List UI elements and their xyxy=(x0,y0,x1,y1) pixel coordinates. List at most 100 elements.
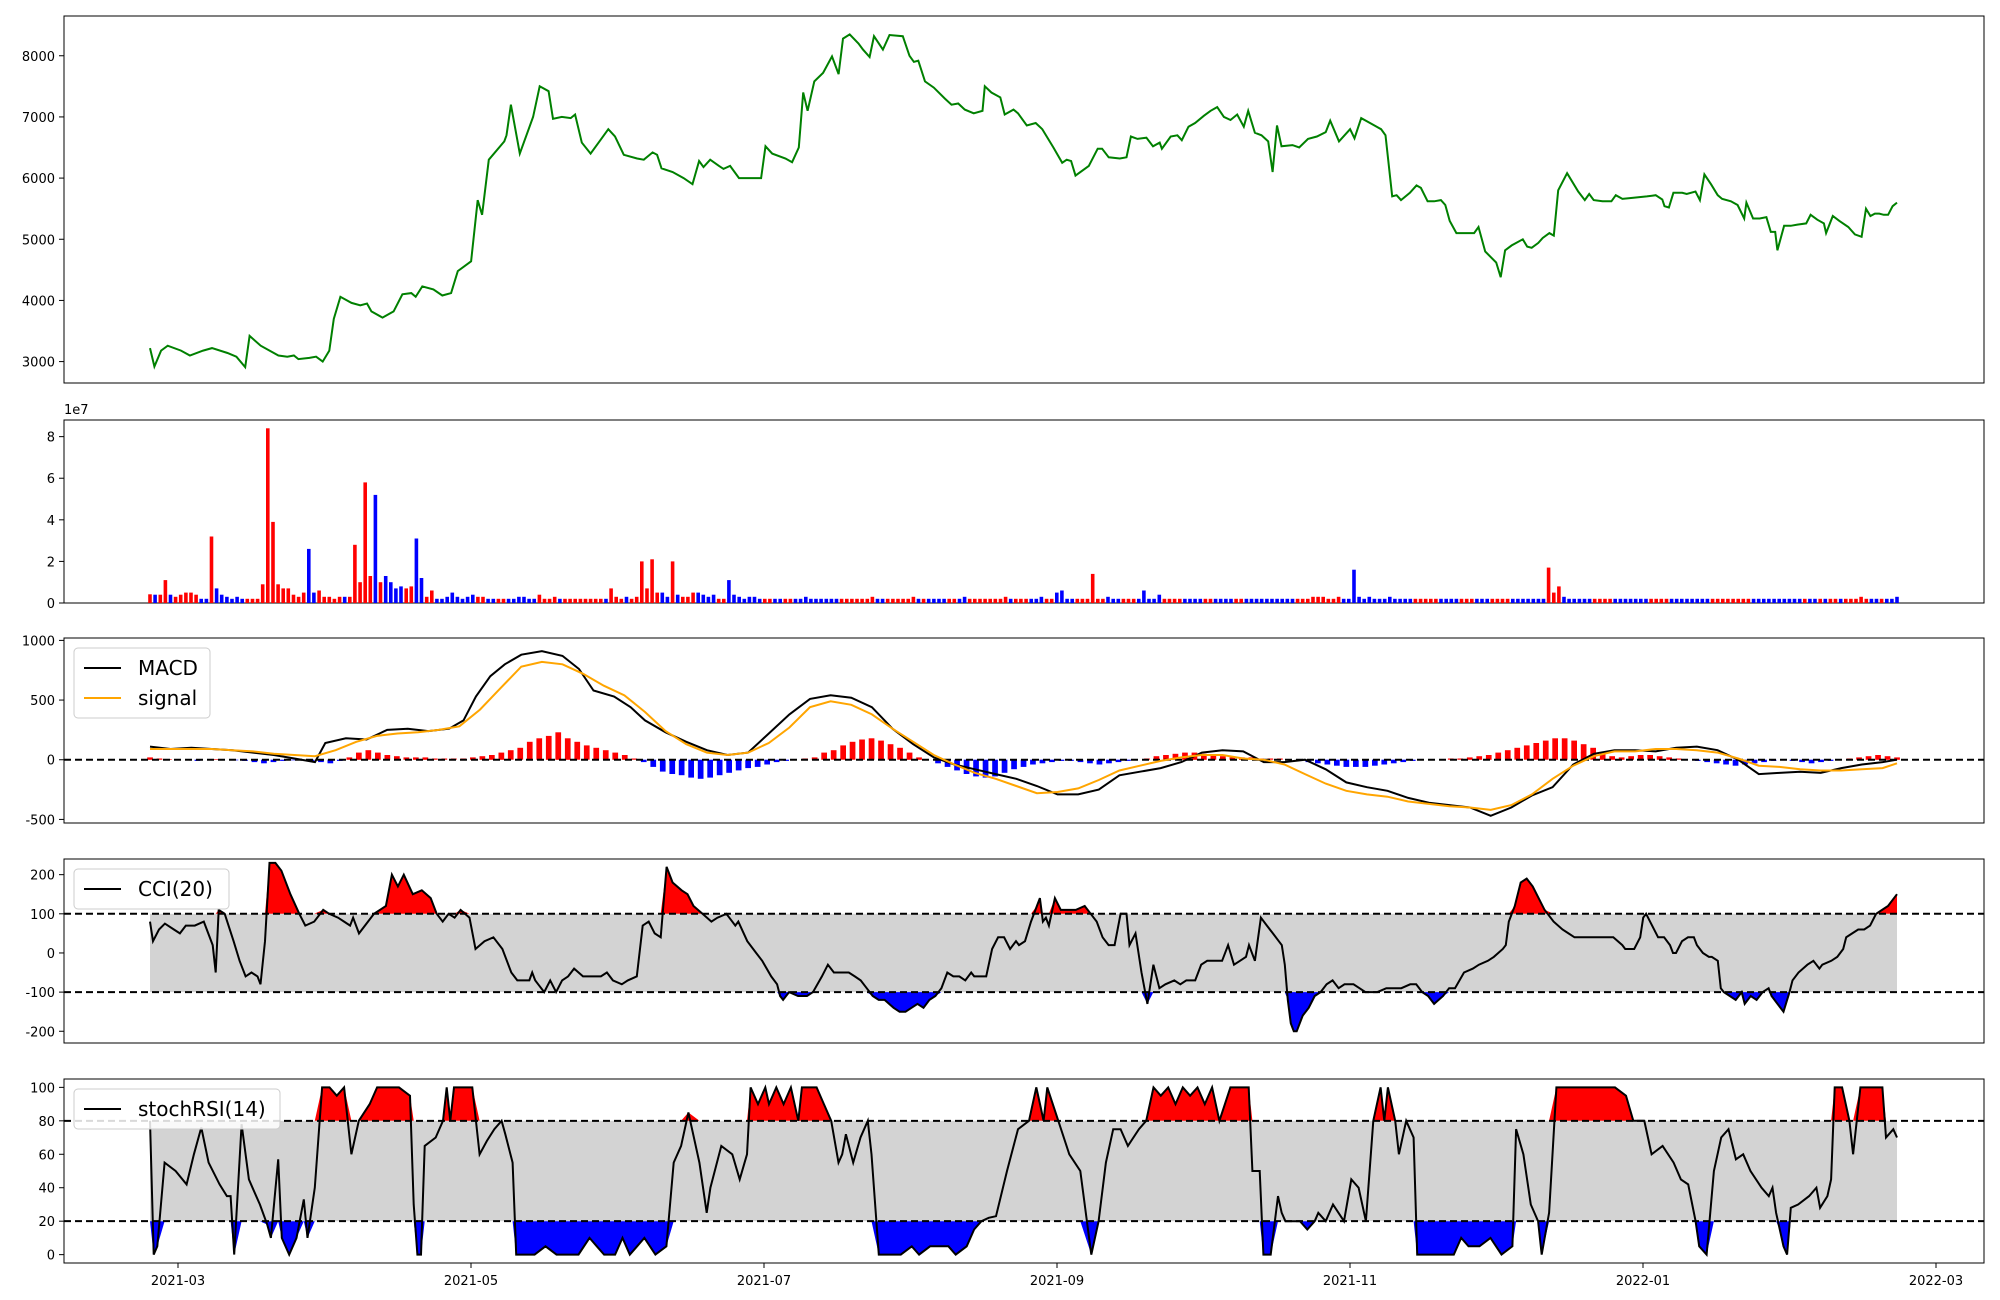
macd-histogram-bar xyxy=(878,740,884,760)
volume-bar xyxy=(1792,598,1797,603)
macd-histogram-bar xyxy=(830,750,837,760)
macd-histogram-bar xyxy=(726,759,732,773)
volume-bar xyxy=(445,596,449,603)
volume-bar xyxy=(1710,598,1715,603)
macd-histogram-bar xyxy=(1856,757,1862,760)
volume-bar xyxy=(1511,598,1515,603)
cci-ytick-label: 100 xyxy=(30,908,55,923)
volume-bar xyxy=(1142,590,1146,603)
volume-bar xyxy=(686,596,690,603)
volume-bar xyxy=(604,598,608,603)
macd-histogram-bar xyxy=(1637,755,1644,760)
volume-bar xyxy=(804,596,808,603)
macd-ytick-label: -500 xyxy=(25,813,55,828)
volume-bar xyxy=(1623,598,1628,603)
volume-bar xyxy=(783,598,788,603)
volume-bar xyxy=(506,598,511,603)
volume-bar xyxy=(1854,598,1858,603)
volume-bar xyxy=(1014,598,1018,603)
volume-bar xyxy=(1562,596,1566,603)
volume-bar xyxy=(1070,598,1074,603)
macd-histogram-bar xyxy=(1656,756,1663,760)
volume-bar xyxy=(1096,598,1100,603)
volume-bar xyxy=(1782,598,1787,603)
volume-ytick-label: 4 xyxy=(47,514,55,529)
volume-bar xyxy=(255,598,260,603)
macd-histogram-bar xyxy=(1039,759,1046,764)
volume-bar xyxy=(1224,598,1228,603)
volume-bar xyxy=(537,594,542,603)
volume-bar xyxy=(1295,598,1300,603)
volume-bar xyxy=(1582,598,1587,603)
volume-bar xyxy=(1382,598,1387,603)
stochrsi-ytick-label: 80 xyxy=(38,1115,55,1130)
volume-bar xyxy=(1403,598,1407,603)
stochrsi-ytick-label: 60 xyxy=(38,1148,55,1163)
volume-bar xyxy=(655,592,659,603)
macd-legend xyxy=(73,647,211,719)
volume-bar xyxy=(1895,596,1899,603)
volume-bar xyxy=(624,596,629,603)
volume-bar xyxy=(312,592,316,603)
macd-histogram-bar xyxy=(1334,759,1340,766)
volume-bar xyxy=(901,598,905,603)
macd-histogram-bar xyxy=(403,757,410,760)
volume-bar xyxy=(1654,598,1658,603)
volume-bar xyxy=(1162,598,1167,603)
price-ytick-label: 7000 xyxy=(22,111,55,126)
volume-bar xyxy=(1598,598,1602,603)
volume-bar xyxy=(348,596,352,603)
volume-bar xyxy=(1290,598,1295,603)
volume-bar xyxy=(1859,596,1863,603)
volume-bar xyxy=(1316,596,1320,603)
macd-histogram-bar xyxy=(1030,759,1036,765)
volume-bar xyxy=(1736,598,1740,603)
volume-bar xyxy=(435,598,439,603)
macd-histogram-bar xyxy=(1201,753,1207,760)
volume-bar xyxy=(763,598,767,603)
volume-bar xyxy=(1321,596,1325,603)
macd-histogram-bar xyxy=(1808,759,1815,764)
volume-bar xyxy=(1172,598,1177,603)
macd-histogram-bar xyxy=(1723,759,1729,765)
volume-bar xyxy=(1869,598,1874,603)
volume-bar xyxy=(440,598,444,603)
volume-bar xyxy=(1572,598,1576,603)
macd-histogram-bar xyxy=(1001,759,1008,773)
volume-bar xyxy=(547,598,552,603)
volume-bar xyxy=(1285,598,1290,603)
volume-bar xyxy=(1101,598,1105,603)
volume-bar xyxy=(271,521,275,603)
volume-bar xyxy=(619,598,624,603)
macd-histogram-bar xyxy=(906,752,913,760)
volume-bar xyxy=(1828,598,1833,603)
macd-histogram-bar xyxy=(1381,759,1388,765)
macd-ytick-label: 1000 xyxy=(22,634,55,649)
volume-bar xyxy=(1823,598,1828,603)
volume-bar xyxy=(1080,598,1085,603)
volume-bar xyxy=(599,598,603,603)
volume-bar xyxy=(568,598,572,603)
x-tick-label: 2022-01 xyxy=(1616,1274,1670,1289)
volume-bar xyxy=(629,598,634,603)
macd-histogram-bar xyxy=(318,759,324,763)
macd-histogram-bar xyxy=(1533,743,1540,760)
volume-ytick-label: 6 xyxy=(47,472,55,487)
volume-bar xyxy=(747,596,752,603)
volume-bar xyxy=(230,598,234,603)
macd-histogram-bar xyxy=(1220,756,1226,760)
volume-bar xyxy=(911,596,916,603)
volume-bar xyxy=(276,584,280,603)
volume-bar xyxy=(691,592,695,603)
volume-bar xyxy=(1341,598,1346,603)
macd-histogram-bar xyxy=(783,759,789,761)
volume-bar xyxy=(788,598,793,603)
macd-histogram-bar xyxy=(1466,757,1473,760)
macd-histogram-bar xyxy=(545,735,552,760)
macd-histogram-bar xyxy=(1628,756,1634,760)
volume-bar xyxy=(855,598,859,603)
macd-histogram-bar xyxy=(1618,757,1625,760)
macd-histogram-bar xyxy=(764,759,770,765)
macd-histogram-bar xyxy=(1324,759,1331,765)
volume-bar xyxy=(1715,598,1720,603)
